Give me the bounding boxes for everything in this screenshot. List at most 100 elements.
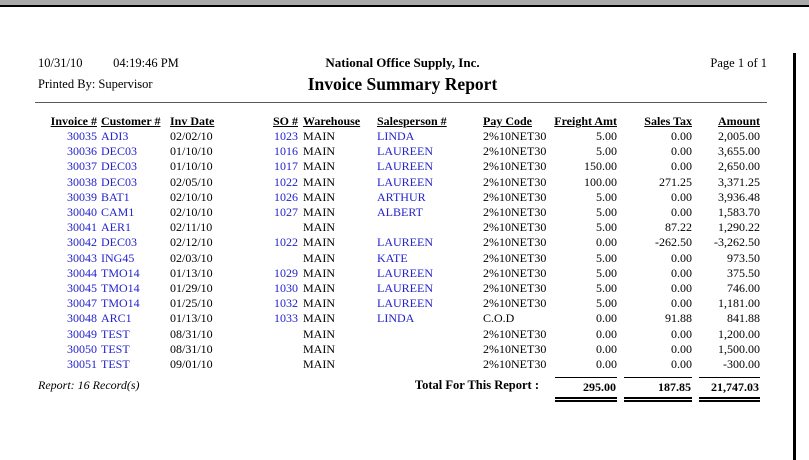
- sales-tax-cell: 0.00: [671, 250, 692, 265]
- invoice-date-cell: 02/10/10: [170, 189, 213, 204]
- sales-order-link[interactable]: 1017: [274, 159, 298, 174]
- freight-amt-cell: 100.00: [584, 174, 617, 189]
- salesperson-link[interactable]: LINDA: [377, 311, 415, 326]
- table-header-row: Invoice # Customer # Inv Date SO # Wareh…: [35, 113, 760, 129]
- sales-order-link[interactable]: 1022: [274, 174, 298, 189]
- invoice-number-link[interactable]: 30048: [67, 311, 97, 326]
- sales-order-link[interactable]: [233, 327, 298, 342]
- customer-number-link[interactable]: TEST: [101, 341, 130, 356]
- salesperson-link[interactable]: LAUREEN: [377, 281, 433, 296]
- freight-amt-cell: 5.00: [596, 144, 617, 159]
- page-number: Page 1 of 1: [710, 56, 767, 70]
- customer-number-link[interactable]: ING45: [101, 250, 135, 265]
- sales-order-link[interactable]: 1023: [274, 129, 298, 143]
- sales-order-link[interactable]: 1033: [274, 311, 298, 326]
- invoice-number-link[interactable]: 30036: [67, 144, 97, 159]
- customer-number-link[interactable]: DEC03: [101, 159, 137, 174]
- salesperson-link[interactable]: KATE: [377, 250, 408, 265]
- invoice-date-cell: 01/13/10: [170, 311, 213, 326]
- customer-number-link[interactable]: TMO14: [101, 281, 140, 296]
- salesperson-link[interactable]: [374, 357, 480, 372]
- amount-cell: 2,005.00: [718, 129, 760, 143]
- sales-order-link[interactable]: 1026: [274, 189, 298, 204]
- sales-order-link[interactable]: [233, 251, 298, 266]
- invoice-table-body: 30035 ADI3 02/02/10 1023 MAIN LINDA 2%10…: [35, 129, 760, 372]
- salesperson-link[interactable]: ALBERT: [377, 205, 423, 220]
- freight-amt-cell: 0.00: [596, 235, 617, 250]
- pay-code-cell: 2%10NET30: [483, 220, 547, 235]
- warehouse-cell: MAIN: [303, 326, 335, 341]
- sales-tax-cell: -262.50: [655, 235, 692, 250]
- invoice-number-link[interactable]: 30044: [67, 265, 97, 280]
- sales-tax-cell: 0.00: [671, 189, 692, 204]
- customer-number-link[interactable]: TEST: [101, 326, 130, 341]
- sales-order-link[interactable]: 1022: [274, 235, 298, 250]
- salesperson-link[interactable]: [374, 220, 480, 235]
- table-row: 30050 TEST 08/31/10 MAIN 2%10NET30 0.00 …: [35, 342, 760, 357]
- freight-amt-cell: 5.00: [596, 189, 617, 204]
- sales-order-link[interactable]: [233, 342, 298, 357]
- freight-amt-cell: 5.00: [596, 205, 617, 220]
- total-amount: 21,747.03: [699, 377, 760, 403]
- salesperson-link[interactable]: [374, 342, 480, 357]
- invoice-number-link[interactable]: 30045: [67, 281, 97, 296]
- customer-number-link[interactable]: TMO14: [101, 265, 140, 280]
- sales-order-link[interactable]: [233, 220, 298, 235]
- amount-cell: 973.50: [727, 250, 760, 265]
- salesperson-link[interactable]: LINDA: [377, 129, 415, 143]
- table-row: 30040 CAM1 02/10/10 1027 MAIN ALBERT 2%1…: [35, 205, 760, 220]
- customer-number-link[interactable]: DEC03: [101, 174, 137, 189]
- freight-amt-cell: 5.00: [596, 129, 617, 143]
- salesperson-link[interactable]: LAUREEN: [377, 235, 433, 250]
- invoice-number-link[interactable]: 30043: [67, 250, 97, 265]
- customer-number-link[interactable]: DEC03: [101, 235, 137, 250]
- salesperson-link[interactable]: LAUREEN: [377, 159, 433, 174]
- invoice-number-link[interactable]: 30037: [67, 159, 97, 174]
- table-row: 30042 DEC03 02/12/10 1022 MAIN LAUREEN 2…: [35, 235, 760, 250]
- salesperson-link[interactable]: LAUREEN: [377, 144, 433, 159]
- customer-number-link[interactable]: BAT1: [101, 189, 130, 204]
- sales-order-link[interactable]: 1029: [274, 265, 298, 280]
- customer-number-link[interactable]: DEC03: [101, 144, 137, 159]
- invoice-date-cell: 02/03/10: [170, 250, 213, 265]
- invoice-number-link[interactable]: 30042: [67, 235, 97, 250]
- warehouse-cell: MAIN: [303, 129, 335, 143]
- sales-tax-cell: 91.88: [665, 311, 692, 326]
- sales-tax-cell: 0.00: [671, 296, 692, 311]
- sales-order-link[interactable]: 1016: [274, 144, 298, 159]
- salesperson-link[interactable]: LAUREEN: [377, 296, 433, 311]
- total-sales-tax-cell: 187.85: [617, 372, 692, 403]
- sales-order-link[interactable]: 1030: [274, 281, 298, 296]
- salesperson-link[interactable]: LAUREEN: [377, 174, 433, 189]
- customer-number-link[interactable]: ARC1: [101, 311, 132, 326]
- freight-amt-cell: 5.00: [596, 296, 617, 311]
- invoice-number-link[interactable]: 30038: [67, 174, 97, 189]
- freight-amt-cell: 150.00: [584, 159, 617, 174]
- invoice-number-link[interactable]: 30047: [67, 296, 97, 311]
- sales-order-link[interactable]: 1027: [274, 205, 298, 220]
- warehouse-cell: MAIN: [303, 189, 335, 204]
- salesperson-link[interactable]: [374, 327, 480, 342]
- customer-number-link[interactable]: CAM1: [101, 205, 135, 220]
- salesperson-link[interactable]: LAUREEN: [377, 265, 433, 280]
- invoice-number-link[interactable]: 30041: [67, 220, 97, 235]
- pay-code-cell: 2%10NET30: [483, 174, 547, 189]
- invoice-number-link[interactable]: 30039: [67, 189, 97, 204]
- salesperson-link[interactable]: ARTHUR: [377, 189, 426, 204]
- total-label: Total For This Report :: [414, 378, 539, 393]
- sales-order-link[interactable]: [233, 357, 298, 372]
- invoice-number-link[interactable]: 30051: [67, 357, 97, 372]
- invoice-number-link[interactable]: 30040: [67, 205, 97, 220]
- customer-number-link[interactable]: TMO14: [101, 296, 140, 311]
- sales-tax-cell: 0.00: [671, 326, 692, 341]
- invoice-number-link[interactable]: 30049: [67, 326, 97, 341]
- invoice-date-cell: 01/10/10: [170, 159, 213, 174]
- customer-number-link[interactable]: TEST: [101, 357, 130, 372]
- freight-amt-cell: 0.00: [596, 311, 617, 326]
- invoice-number-link[interactable]: 30050: [67, 341, 97, 356]
- amount-cell: 1,500.00: [718, 341, 760, 356]
- invoice-number-link[interactable]: 30035: [67, 129, 97, 143]
- sales-order-link[interactable]: 1032: [274, 296, 298, 311]
- customer-number-link[interactable]: ADI3: [101, 129, 129, 143]
- customer-number-link[interactable]: AER1: [101, 220, 131, 235]
